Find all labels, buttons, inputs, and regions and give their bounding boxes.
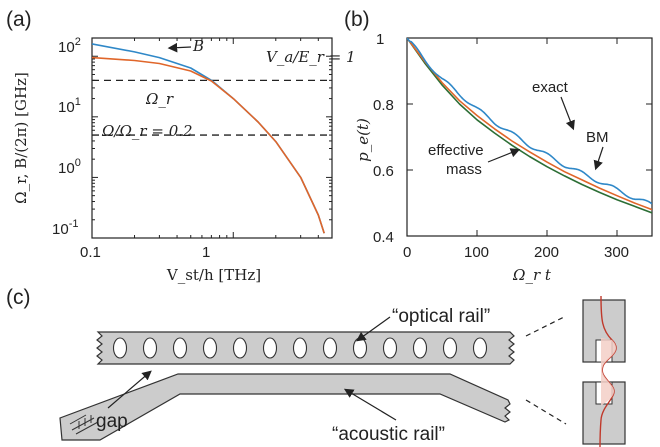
svg-text:101: 101 xyxy=(58,96,81,116)
optical-rail-hole xyxy=(352,337,368,359)
panel-b-ylabel: p_e(t) xyxy=(354,118,372,162)
arrow-acoustic-rail xyxy=(343,388,397,421)
arrow-gap xyxy=(107,370,152,409)
arrow-exact xyxy=(560,96,575,131)
b-ytick-0.6: 0.6 xyxy=(373,163,394,180)
panel-b-frame xyxy=(406,37,653,237)
b-ytick-0.8: 0.8 xyxy=(373,97,394,114)
optical-rail-hole xyxy=(112,337,128,359)
xtick-label-1: 1 xyxy=(202,244,210,261)
ytick-label-100: 10 xyxy=(58,39,75,56)
b-series-bm xyxy=(407,38,652,211)
arrow-effective-mass xyxy=(487,148,521,163)
optical-rail-holes xyxy=(112,337,488,359)
panel-a-series xyxy=(92,43,325,234)
svg-text:100: 100 xyxy=(58,157,81,177)
transducer-icon xyxy=(69,414,99,435)
optical-rail-hole xyxy=(202,337,218,359)
panel-a-chart: 102 101 100 10-1 0.1 1 V_st/h [THz] Ω_r,… xyxy=(12,36,356,284)
label-optical-rail: “optical rail” xyxy=(392,306,490,327)
hline-label-va-er: V_a/E_r = 1 xyxy=(266,48,356,66)
label-acoustic-rail: “acoustic rail” xyxy=(332,424,445,445)
b-series-exact xyxy=(407,38,652,205)
ytick-label-10: 10 xyxy=(58,99,75,116)
ytick-label-0.1: 10 xyxy=(52,221,69,238)
b-xtick-100: 100 xyxy=(464,244,489,261)
panel-a-ylabel: Ω_r, B/(2π) [GHz] xyxy=(12,72,30,204)
optical-rail-hole xyxy=(172,337,188,359)
panel-c-schematic: “optical rail” gap “acoustic rail” xyxy=(59,295,626,447)
panel-b-ticks xyxy=(406,37,652,237)
cross-section-inset xyxy=(582,295,626,447)
ytick-exp-0.1: -1 xyxy=(69,218,79,230)
ytick-exp-1: 0 xyxy=(75,157,81,169)
acoustic-rail xyxy=(59,373,511,441)
optical-rail-hole xyxy=(412,337,428,359)
optical-rail-hole xyxy=(322,337,338,359)
zoom-line-bottom xyxy=(525,399,567,425)
b-xtick-300: 300 xyxy=(604,244,629,261)
label-mass: mass xyxy=(446,161,482,178)
optical-rail-hole xyxy=(262,337,278,359)
a-series-omega-r xyxy=(92,56,325,234)
b-xtick-0: 0 xyxy=(403,244,411,261)
arrow-bm xyxy=(593,146,604,171)
optical-rail-hole xyxy=(472,337,488,359)
hline-label-omega-ratio: Ω/Ω_r = 0.2 xyxy=(101,122,193,140)
panel-label-c: (c) xyxy=(6,286,31,309)
panel-b-xlabel: Ω_r t xyxy=(512,266,552,284)
field-profile-fill xyxy=(601,338,617,406)
optical-rail-hole xyxy=(382,337,398,359)
series-label-b: B xyxy=(192,37,204,55)
series-label-omega-r: Ω_r xyxy=(145,90,174,108)
b-ytick-0.4: 0.4 xyxy=(373,229,394,246)
ytick-exp-10: 1 xyxy=(75,96,81,108)
svg-text:10-1: 10-1 xyxy=(52,218,78,238)
optical-rail-hole xyxy=(442,337,458,359)
panel-label-b: (b) xyxy=(344,8,370,31)
xtick-label-0.1: 0.1 xyxy=(80,244,101,261)
ytick-exp-100: 2 xyxy=(75,36,81,48)
panel-a-xlabel: V_st/h [THz] xyxy=(166,266,261,284)
label-effective: effective xyxy=(428,142,484,159)
label-gap: gap xyxy=(96,411,128,432)
arrow-b xyxy=(167,42,192,53)
b-series-effective-mass xyxy=(407,38,652,214)
zoom-line-top xyxy=(525,315,567,337)
svg-text:102: 102 xyxy=(58,36,81,56)
label-bm: BM xyxy=(586,129,609,146)
panel-label-a: (a) xyxy=(6,8,32,31)
panel-b-chart: 1 0.8 0.6 0.4 0 100 200 300 Ω_r t p_e(t)… xyxy=(354,31,653,284)
b-ytick-1: 1 xyxy=(376,31,384,48)
panel-a-ticks xyxy=(91,37,333,239)
label-exact: exact xyxy=(532,79,569,96)
panel-b-series xyxy=(407,38,652,214)
arrow-optical-rail xyxy=(356,316,391,342)
optical-rail-hole xyxy=(292,337,308,359)
b-xtick-200: 200 xyxy=(534,244,559,261)
panel-a-frame xyxy=(91,37,333,239)
ytick-label-1: 10 xyxy=(58,160,75,177)
optical-rail-hole xyxy=(232,337,248,359)
panel-a-ytick-labels: 102 101 100 10-1 xyxy=(52,36,81,238)
optical-rail-hole xyxy=(142,337,158,359)
